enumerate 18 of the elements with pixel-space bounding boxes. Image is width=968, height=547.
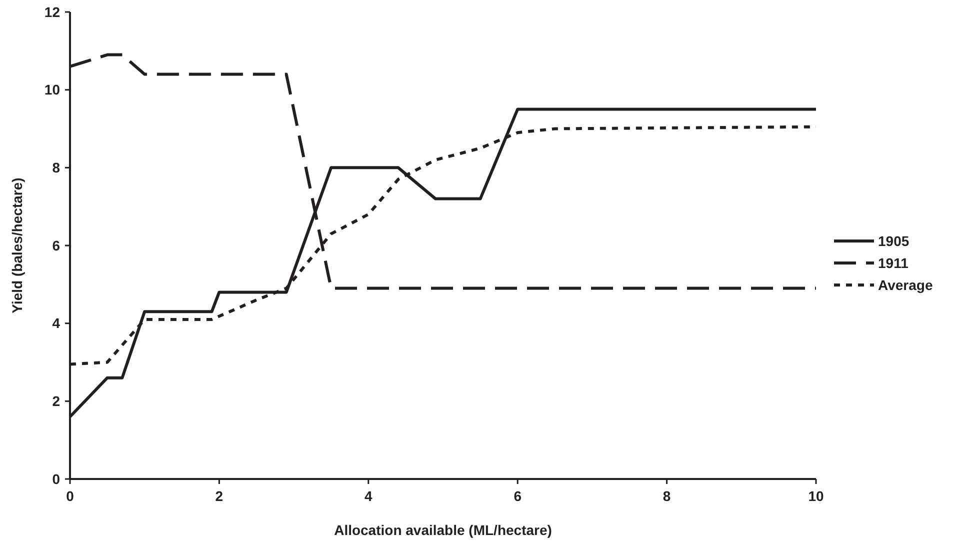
legend-label: 1905 (878, 232, 910, 249)
y-tick-label: 10 (44, 82, 60, 98)
y-tick-label: 12 (44, 4, 60, 20)
y-tick-label: 6 (52, 237, 60, 254)
legend-label: Average (878, 276, 933, 293)
y-tick-label: 4 (52, 315, 60, 332)
y-tick-label: 8 (52, 160, 60, 176)
x-tick-label: 2 (215, 488, 224, 504)
y-axis-title: Yield (bales/hectare) (9, 178, 25, 314)
legend-label: 1911 (878, 254, 909, 271)
y-tick-label: 0 (52, 470, 60, 487)
x-tick-label: 0 (66, 488, 74, 504)
y-tick-label: 2 (52, 393, 60, 410)
x-tick-label: 4 (364, 488, 372, 504)
x-tick-label: 8 (662, 488, 671, 504)
x-tick-label: 6 (514, 488, 522, 504)
x-tick-label: 10 (808, 488, 824, 504)
x-axis-title: Allocation available (ML/hectare) (334, 522, 552, 538)
